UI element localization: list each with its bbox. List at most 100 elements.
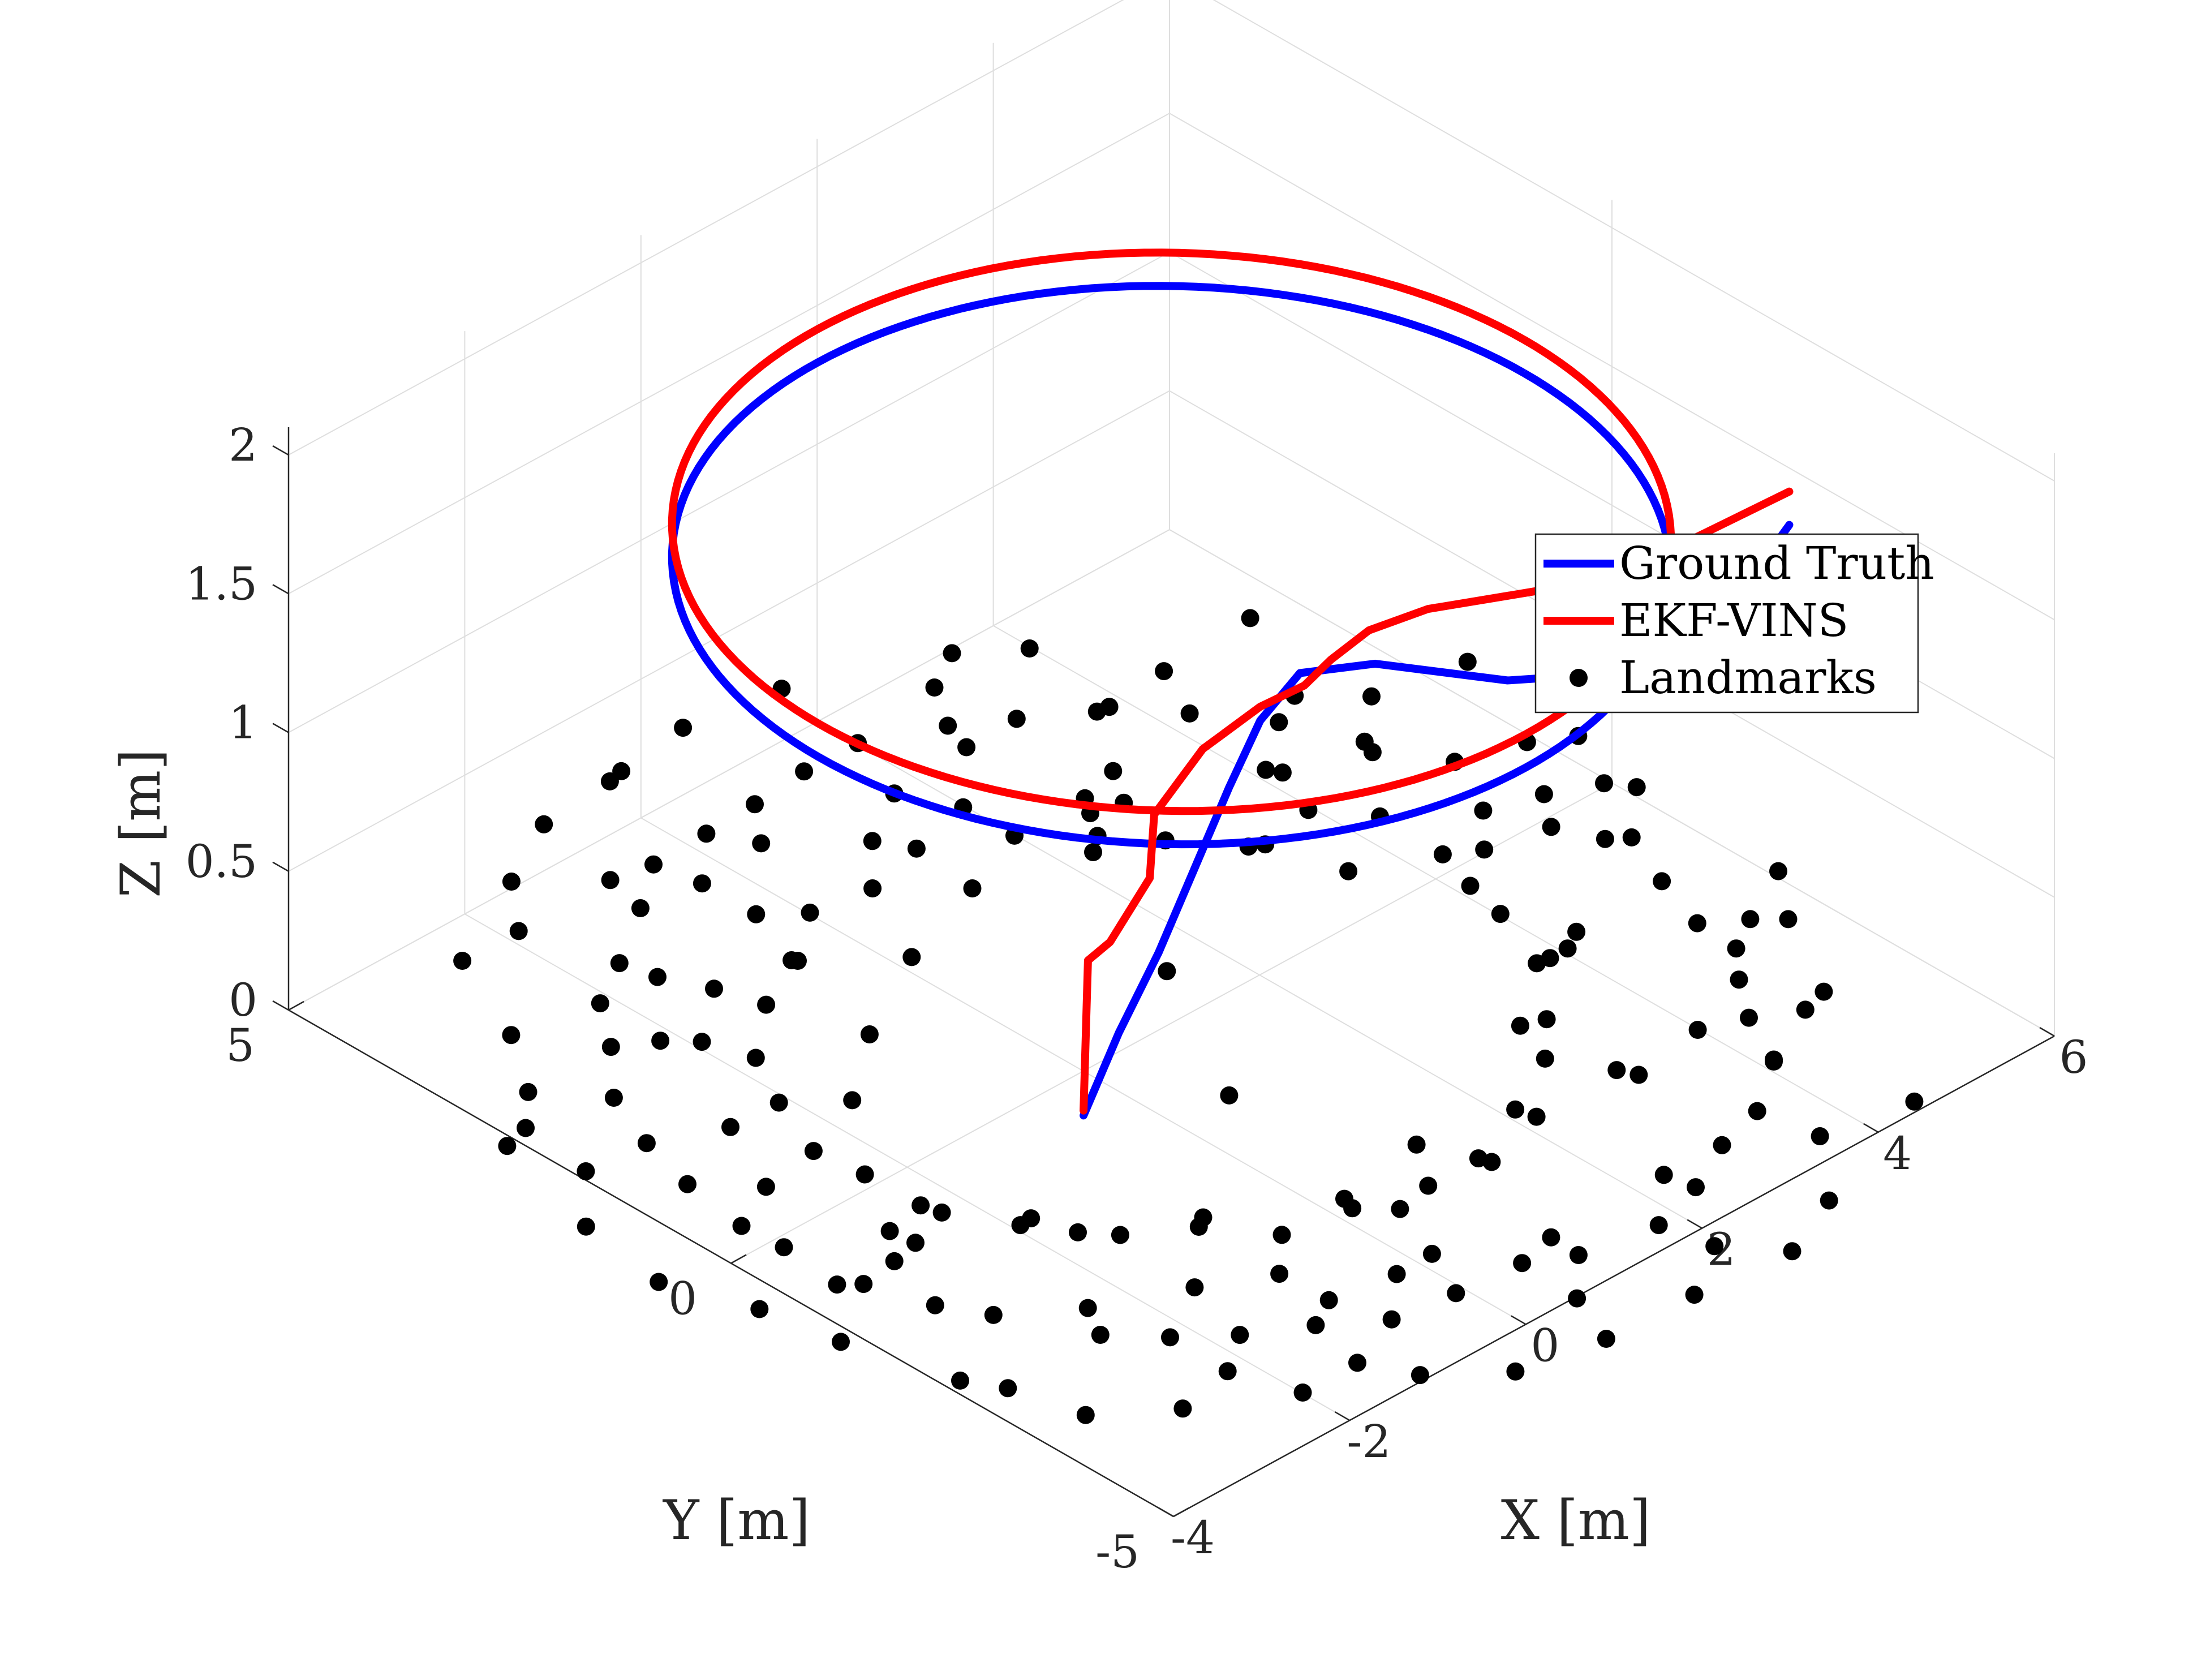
landmark-point (1569, 1246, 1588, 1264)
landmark-point (1091, 1326, 1110, 1344)
landmark-point (957, 738, 976, 757)
landmark-point (752, 834, 771, 853)
landmark-point (1161, 1328, 1179, 1347)
landmark-point (1688, 1021, 1707, 1039)
z-tick-mark (272, 723, 289, 733)
z-tick-mark (272, 1000, 289, 1011)
z-tick-label: 0.5 (186, 835, 257, 888)
landmark-point (1596, 830, 1614, 848)
landmark-point (1069, 1223, 1087, 1241)
x-tick-label: 6 (2059, 1031, 2088, 1084)
landmark-point (1536, 1049, 1554, 1068)
landmark-point (795, 762, 814, 781)
landmark-point (721, 1118, 739, 1136)
landmark-point (1654, 1166, 1673, 1184)
landmark-point (1272, 1226, 1291, 1244)
landmark-point (801, 903, 819, 922)
landmark-point (610, 954, 629, 973)
landmark-point (1158, 962, 1176, 981)
landmark-point (925, 678, 944, 697)
landmark-point (1335, 1189, 1353, 1208)
z-tick-label: 1.5 (186, 557, 257, 610)
landmark-point (1319, 1291, 1338, 1309)
landmark-point (631, 899, 650, 917)
landmark-point (1241, 609, 1259, 628)
landmark-point (650, 1273, 668, 1291)
landmark-point (1422, 1244, 1441, 1263)
y-tick-mark (1173, 1507, 1189, 1518)
landmark-point (498, 1137, 517, 1155)
landmark-point (1306, 1316, 1325, 1334)
legend[interactable]: Ground Truth EKF-VINS Landmarks (1534, 533, 1934, 714)
landmark-point (1348, 1354, 1366, 1372)
landmark-point (693, 874, 711, 893)
landmark-point (855, 1165, 874, 1184)
landmark-point (804, 1142, 823, 1161)
landmark-point (502, 1026, 521, 1045)
legend-marker-landmarks (1570, 669, 1588, 687)
axes-layer (272, 427, 2055, 1518)
landmark-point (1407, 1135, 1426, 1154)
landmark-point (1649, 1216, 1668, 1235)
landmark-point (746, 795, 764, 814)
z-tick-mark (272, 584, 289, 595)
grid-layer (288, 0, 2055, 1517)
landmark-point (750, 1300, 769, 1318)
landmark-point (1362, 687, 1381, 706)
x-tick-label: -2 (1347, 1415, 1391, 1468)
x-tick-mark (1511, 1315, 1527, 1325)
landmark-point (880, 1222, 899, 1240)
landmark-point (1447, 1284, 1465, 1303)
landmark-point (1231, 1326, 1249, 1344)
landmark-point (907, 839, 926, 858)
landmark-point (832, 1333, 850, 1351)
y-tick-label: 0 (668, 1273, 697, 1325)
grid-line-wall-z (288, 113, 1170, 595)
landmark-point (1687, 1178, 1705, 1197)
landmark-point (843, 1091, 862, 1110)
landmark-point (863, 879, 882, 897)
z-tick-mark (272, 861, 289, 872)
landmark-point (591, 994, 609, 1013)
landmark-point (902, 948, 921, 966)
landmark-point (863, 832, 882, 850)
landmark-point (1513, 1254, 1532, 1273)
landmark-point (1769, 862, 1787, 880)
landmark-point (1568, 1289, 1586, 1308)
landmark-point (1111, 1226, 1129, 1244)
landmark-point (1458, 652, 1477, 671)
landmark-point (854, 1275, 873, 1294)
landmark-point (1597, 1330, 1615, 1348)
landmark-point (1475, 840, 1494, 859)
landmark-point (1705, 1237, 1724, 1256)
y-axis-label: Y [m] (662, 1489, 810, 1552)
landmark-point (1607, 1061, 1626, 1080)
landmark-point (604, 1089, 623, 1107)
landmark-point (509, 922, 528, 940)
x-axis-label: X [m] (1501, 1489, 1651, 1552)
x-tick-mark (1334, 1411, 1351, 1421)
x-tick-mark (1158, 1507, 1174, 1518)
landmark-point (963, 879, 982, 897)
grid-line-wall-z (288, 529, 1170, 1011)
landmark-point (1339, 862, 1358, 880)
legend-label-ground-truth: Ground Truth (1619, 537, 1934, 590)
landmark-point (1713, 1136, 1731, 1154)
x-axis-line (1173, 1035, 2055, 1518)
landmark-point (1411, 1366, 1429, 1385)
landmark-point (1741, 910, 1760, 929)
landmark-point (637, 1134, 656, 1153)
landmark-point (1811, 1127, 1829, 1145)
landmark-point (926, 1296, 944, 1314)
y-tick-mark (288, 1000, 304, 1011)
landmark-point (1257, 760, 1275, 779)
landmark-point (697, 824, 716, 843)
landmark-point (453, 952, 472, 970)
landmark-point (1474, 801, 1493, 820)
landmark-point (1482, 1153, 1501, 1171)
grid-line-wall-z (288, 390, 1170, 872)
landmark-point (1022, 1209, 1040, 1228)
landmark-point (1727, 939, 1745, 958)
landmark-point (693, 1033, 711, 1051)
